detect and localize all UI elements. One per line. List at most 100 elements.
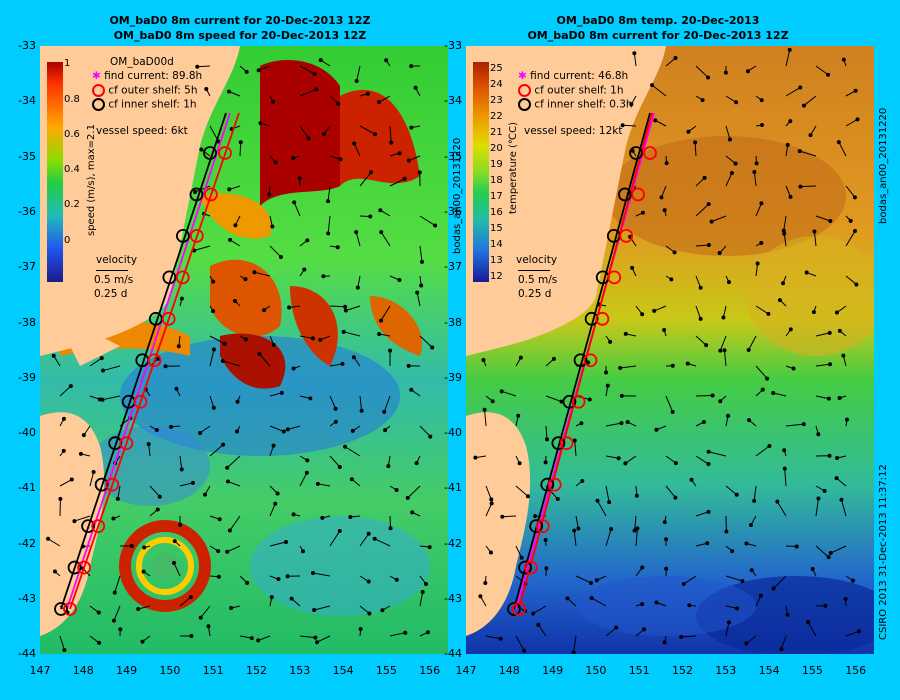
colorbar-tick: 0 (64, 235, 71, 246)
arrow-head (321, 274, 326, 279)
arrow-head (604, 370, 609, 375)
arrow-head (662, 328, 667, 333)
colorbar-tick: 12 (490, 271, 503, 282)
velocity-arrow (785, 49, 791, 67)
velocity-arrow (355, 232, 361, 247)
arrow-head (798, 184, 803, 189)
arrow-head (632, 51, 637, 56)
velocity-arrow (327, 185, 331, 202)
velocity-arrow (226, 545, 241, 553)
arrow-head (812, 229, 817, 234)
colorbar-tick: 22 (490, 111, 503, 122)
left-map-canvas (40, 46, 448, 654)
right-map-canvas (466, 46, 874, 654)
arrow-head (68, 384, 73, 389)
velocity-arrow (102, 365, 121, 372)
velocity-arrow (74, 515, 91, 522)
arrow-head (844, 417, 849, 422)
arrow-head (257, 352, 262, 357)
latitude-tick: -36 (444, 204, 462, 218)
velocity-arrow (329, 455, 341, 468)
arrow-head (314, 87, 319, 92)
speed-high-region (290, 286, 338, 366)
arrow-head (816, 496, 821, 501)
outer-shelf-marker (631, 187, 645, 202)
arrow-head (217, 517, 222, 522)
colorbar-tick: 1 (64, 58, 71, 69)
arrow-head (594, 578, 599, 583)
arrow-head (179, 467, 184, 472)
velocity-arrow (799, 150, 817, 157)
arrow-head (337, 464, 342, 469)
outer-shelf-marker (105, 477, 120, 492)
arrow-head (481, 358, 486, 363)
left-vessel-speed: vessel speed: 6kt (96, 125, 188, 137)
arrow-head (605, 383, 610, 388)
arrow-head (718, 399, 723, 404)
velocity-arrow (605, 528, 612, 547)
arrow-head (430, 345, 435, 350)
arrow-head (482, 407, 487, 412)
arrow-head (62, 648, 67, 653)
right-map-panel[interactable] (466, 46, 874, 654)
velocity-arrow (665, 57, 676, 67)
arrow-head (419, 283, 424, 288)
arrow-head (383, 428, 388, 433)
arrow-head (225, 549, 230, 554)
arrow-head (244, 69, 249, 74)
arrow-head (588, 580, 593, 585)
arrow-head (781, 281, 786, 286)
arrow-head (758, 593, 763, 598)
arrow-head (607, 500, 612, 505)
velocity-arrow (317, 483, 331, 487)
eddy-ring (136, 537, 194, 595)
arrow-head (433, 223, 438, 228)
left-colorbar-label: speed (m/s), max=2.1 (86, 124, 97, 236)
arrow-head (640, 565, 645, 570)
arrow-head (292, 200, 297, 205)
speed-high-region (370, 296, 422, 356)
arrow-head (673, 56, 678, 61)
velocity-arrow (200, 605, 211, 618)
velocity-arrow (575, 575, 592, 584)
velocity-arrow (380, 305, 391, 321)
velocity-arrow (209, 349, 215, 367)
arrow-head (670, 409, 675, 414)
arrow-head (417, 170, 422, 175)
arrow-head (225, 465, 230, 470)
velocity-arrow (269, 541, 287, 547)
arrow-head (340, 361, 345, 366)
arrow-head (58, 496, 63, 501)
velocity-arrow (695, 65, 709, 78)
arrow-head (427, 545, 432, 550)
arrow-head (706, 243, 711, 248)
velocity-arrow (695, 455, 709, 465)
arrow-head (308, 396, 313, 401)
longitude-tick: 155 (801, 664, 823, 677)
left-map-panel[interactable] (40, 46, 448, 654)
arrow-head (285, 574, 290, 579)
arrow-head (717, 251, 722, 256)
velocity-arrow (199, 425, 211, 434)
arrow-head (305, 238, 310, 243)
arrow-head (397, 151, 402, 156)
velocity-arrow (815, 363, 831, 367)
velocity-arrow (299, 65, 315, 75)
arrow-head (726, 280, 731, 285)
arrow-head (369, 170, 374, 175)
velocity-scale-arrow (518, 270, 550, 271)
velocity-arrow (815, 215, 831, 222)
arrow-head (834, 476, 839, 481)
velocity-arrow (59, 635, 65, 651)
arrow-head (823, 603, 828, 608)
arrow-head (171, 560, 176, 565)
arrow-head (837, 328, 842, 333)
velocity-arrow (419, 591, 424, 607)
left-legend-outer: cf outer shelf: 5h (92, 84, 198, 97)
temp-warm-patch (746, 236, 874, 356)
arrow-head (551, 356, 556, 361)
arrow-head (782, 231, 787, 236)
speed-high-region (200, 193, 272, 239)
outer-shelf-marker (161, 311, 176, 326)
arrow-head (394, 488, 399, 493)
